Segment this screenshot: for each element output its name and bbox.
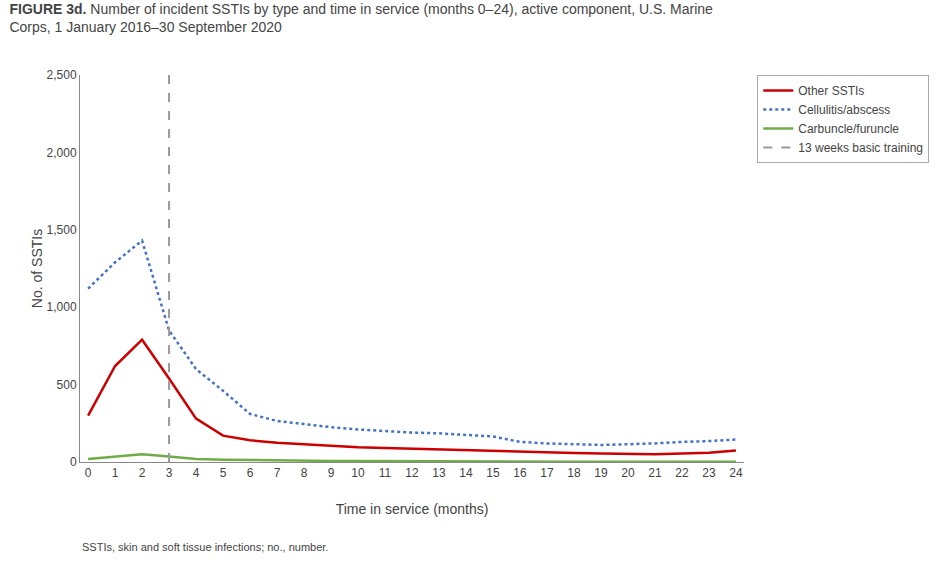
svg-text:Other SSTIs: Other SSTIs	[798, 84, 864, 98]
svg-text:FIGURE 3d. Number of incident: FIGURE 3d. Number of incident SSTIs by t…	[9, 1, 713, 35]
svg-text:1,500: 1,500	[47, 223, 77, 237]
svg-text:14: 14	[459, 466, 473, 480]
svg-text:9: 9	[328, 466, 335, 480]
svg-text:24: 24	[729, 466, 743, 480]
svg-text:23: 23	[702, 466, 716, 480]
svg-text:2,000: 2,000	[47, 146, 77, 160]
svg-text:500: 500	[57, 378, 77, 392]
svg-text:SSTIs, skin and soft tissue in: SSTIs, skin and soft tissue infections; …	[82, 541, 328, 553]
svg-text:13: 13	[432, 466, 446, 480]
svg-text:18: 18	[567, 466, 581, 480]
svg-text:No. of SSTIs: No. of SSTIs	[29, 229, 45, 308]
svg-text:11: 11	[379, 466, 392, 480]
svg-text:22: 22	[675, 466, 689, 480]
svg-text:12: 12	[405, 466, 419, 480]
svg-text:Cellulitis/abscess: Cellulitis/abscess	[798, 103, 890, 117]
svg-text:13 weeks basic training: 13 weeks basic training	[798, 141, 923, 155]
svg-text:17: 17	[540, 466, 554, 480]
svg-text:8: 8	[301, 466, 308, 480]
svg-text:2: 2	[139, 466, 146, 480]
svg-text:21: 21	[648, 466, 662, 480]
svg-text:7: 7	[274, 466, 281, 480]
svg-text:15: 15	[486, 466, 500, 480]
svg-text:Time in service (months): Time in service (months)	[336, 501, 489, 517]
svg-text:0: 0	[70, 455, 77, 469]
svg-text:0: 0	[85, 466, 92, 480]
svg-text:2,500: 2,500	[47, 68, 77, 82]
svg-text:20: 20	[621, 466, 635, 480]
svg-text:16: 16	[513, 466, 527, 480]
svg-text:Carbuncle/furuncle: Carbuncle/furuncle	[798, 122, 899, 136]
svg-text:5: 5	[220, 466, 227, 480]
svg-text:4: 4	[193, 466, 200, 480]
svg-text:6: 6	[247, 466, 254, 480]
svg-text:10: 10	[351, 466, 365, 480]
svg-text:19: 19	[594, 466, 608, 480]
svg-text:1,000: 1,000	[47, 300, 77, 314]
svg-text:3: 3	[166, 466, 173, 480]
svg-text:1: 1	[112, 466, 119, 480]
